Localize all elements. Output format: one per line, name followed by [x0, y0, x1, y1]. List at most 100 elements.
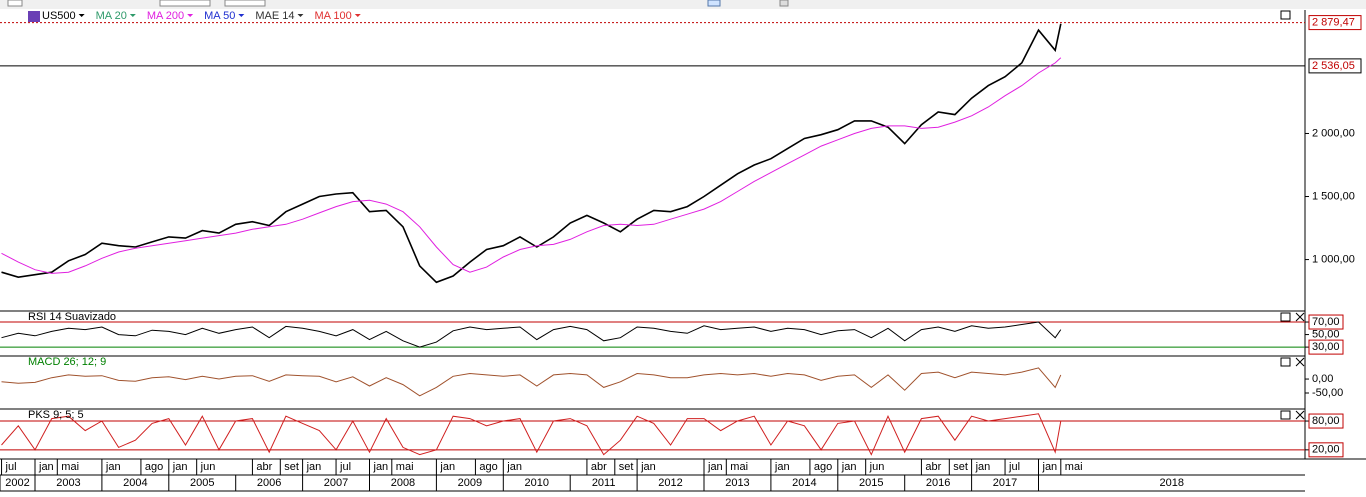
y-tick-label: 50,00: [1312, 328, 1340, 340]
legend-item[interactable]: MAE 14: [255, 10, 294, 22]
legend-dropdown[interactable]: [129, 14, 136, 17]
x-tick-label: jan: [506, 461, 522, 473]
x-tick-label: jun: [200, 461, 216, 473]
year-label: 2017: [993, 477, 1017, 489]
x-tick-label: jan: [172, 461, 188, 473]
toolbar-button[interactable]: [707, 0, 721, 7]
toolbar-button[interactable]: [7, 0, 23, 7]
y-tick-label: 30,00: [1312, 341, 1340, 353]
x-tick-label: abr: [256, 461, 272, 473]
legend-dropdown[interactable]: [78, 14, 85, 17]
year-label: 2006: [257, 477, 281, 489]
x-tick-label: jul: [339, 461, 351, 473]
legend-item[interactable]: MA 20: [96, 10, 127, 22]
y-tick-label: 1 500,00: [1312, 190, 1355, 202]
panel-maximize[interactable]: [1280, 312, 1291, 322]
year-label: 2009: [458, 477, 482, 489]
legend-item[interactable]: MA 100: [314, 10, 351, 22]
level-label-box: [1308, 58, 1362, 74]
year-label: 2015: [859, 477, 883, 489]
x-tick-label: ago: [479, 461, 497, 473]
x-tick-label: jan: [1042, 461, 1058, 473]
x-tick-label: ago: [814, 461, 832, 473]
year-label: 2018: [1160, 477, 1184, 489]
year-label: 2007: [324, 477, 348, 489]
symbol-icon: [28, 11, 40, 22]
legend-item[interactable]: MA 50: [204, 10, 235, 22]
y-tick-label: 1 000,00: [1312, 253, 1355, 265]
x-tick-label: jan: [373, 461, 389, 473]
legend-dropdown[interactable]: [354, 14, 361, 17]
panel-maximize[interactable]: [1280, 410, 1291, 420]
x-tick-label: set: [284, 461, 299, 473]
x-tick-label: jan: [439, 461, 455, 473]
y-tick-label: -50,00: [1312, 387, 1343, 399]
toolbar: [0, 0, 1366, 9]
year-label: 2011: [592, 477, 616, 489]
x-tick-label: jan: [640, 461, 656, 473]
panel-close[interactable]: [1295, 357, 1305, 367]
x-tick-label: jan: [841, 461, 857, 473]
x-tick-label: jul: [1008, 461, 1020, 473]
x-tick-label: mai: [730, 461, 748, 473]
x-tick-label: ago: [145, 461, 163, 473]
y-tick-label: 2 000,00: [1312, 127, 1355, 139]
toolbar-button[interactable]: [159, 0, 211, 7]
legend-dropdown[interactable]: [238, 14, 245, 17]
x-tick-label: jan: [38, 461, 54, 473]
toolbar-button[interactable]: [224, 0, 266, 7]
x-tick-label: jan: [707, 461, 723, 473]
x-tick-label: jan: [306, 461, 322, 473]
x-tick-label: jun: [869, 461, 885, 473]
indicator-title[interactable]: PKS 9; 5; 5: [28, 409, 84, 421]
panel-close[interactable]: [1295, 312, 1305, 322]
x-tick-label: abr: [591, 461, 607, 473]
legend-item[interactable]: MA 200: [147, 10, 184, 22]
x-tick-label: jan: [105, 461, 121, 473]
year-label: 2013: [725, 477, 749, 489]
panel-close[interactable]: [1295, 410, 1305, 420]
series-line: [1, 413, 1062, 456]
y-tick-label: 70,00: [1312, 316, 1340, 328]
year-label: 2010: [525, 477, 549, 489]
y-tick-box: [1308, 314, 1344, 330]
toolbar-button[interactable]: [779, 0, 789, 7]
y-tick-box: [1308, 442, 1344, 458]
x-tick-label: set: [619, 461, 634, 473]
year-label: 2005: [190, 477, 214, 489]
y-tick-label: 20,00: [1312, 444, 1340, 456]
x-tick-label: abr: [925, 461, 941, 473]
panel-maximize[interactable]: [1280, 10, 1291, 20]
y-tick-box: [1308, 413, 1344, 429]
year-label: 2003: [56, 477, 80, 489]
year-label: 2012: [658, 477, 682, 489]
x-tick-label: mai: [1065, 461, 1083, 473]
level-label-box: [1308, 15, 1362, 31]
legend-dropdown[interactable]: [187, 14, 194, 17]
x-tick-label: mai: [61, 461, 79, 473]
series-line: [1, 321, 1062, 348]
year-label: 2016: [926, 477, 950, 489]
level-label: 2 536,05: [1312, 60, 1355, 72]
x-tick-label: set: [953, 461, 968, 473]
legend-item[interactable]: US500: [42, 10, 76, 22]
level-label: 2 879,47: [1312, 16, 1355, 28]
y-tick-label: 80,00: [1312, 415, 1340, 427]
year-label: 2008: [391, 477, 415, 489]
series-line: [1, 57, 1062, 274]
indicator-title[interactable]: RSI 14 Suavizado: [28, 311, 116, 323]
year-label: 2002: [5, 477, 29, 489]
x-tick-label: jan: [975, 461, 991, 473]
y-tick-label: 0,00: [1312, 373, 1333, 385]
y-tick-box: [1308, 339, 1344, 355]
panel-maximize[interactable]: [1280, 357, 1291, 367]
year-label: 2014: [792, 477, 816, 489]
indicator-title[interactable]: MACD 26; 12; 9: [28, 356, 106, 368]
series-line: [1, 23, 1062, 284]
x-tick-label: mai: [396, 461, 414, 473]
x-tick-label: jan: [774, 461, 790, 473]
series-line: [1, 367, 1062, 397]
legend-dropdown[interactable]: [297, 14, 304, 17]
x-tick-label: jul: [5, 461, 17, 473]
